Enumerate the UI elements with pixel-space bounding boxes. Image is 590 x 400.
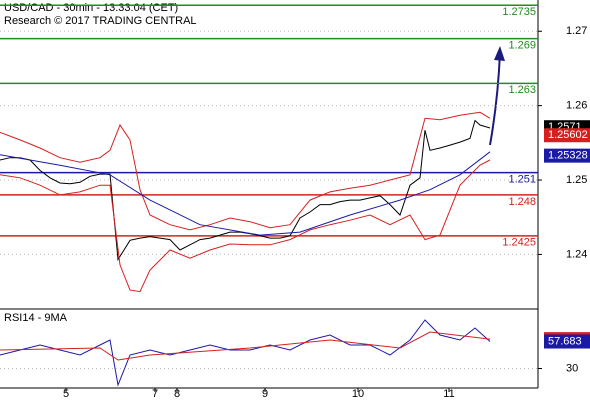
price-marker	[544, 128, 590, 143]
series-line	[0, 151, 491, 236]
x-tick-label: 7	[152, 388, 158, 400]
panel-title: RSI14 - 9MA	[4, 312, 68, 324]
forecast-arrow	[489, 51, 501, 146]
y-tick-label: 1.25	[566, 174, 587, 186]
y-tick-label: 1.27	[566, 25, 587, 37]
price-marker-label: 1.25602	[548, 129, 588, 141]
level-label: 1.2735	[502, 6, 536, 18]
chart-subtitle: Research © 2017 TRADING CENTRAL	[4, 15, 197, 27]
x-tick-label: 11	[443, 388, 454, 400]
y-tick-label: 30	[566, 362, 578, 374]
x-tick-label: 10	[352, 388, 364, 400]
price-marker-label: 57.683	[548, 335, 582, 347]
price-marker	[544, 334, 590, 349]
chart-title: USD/CAD - 30min - 13:33:04 (CET)	[4, 2, 178, 14]
level-label: 1.2425	[502, 237, 536, 249]
series-line	[0, 159, 491, 293]
level-label: 1.248	[508, 196, 536, 208]
forecast-arrow-head	[494, 46, 505, 61]
x-tick-label: 8	[174, 388, 180, 400]
x-tick-label: 5	[63, 388, 69, 400]
price-marker-label: 1.25328	[548, 150, 588, 162]
x-tick-label: 9	[262, 388, 268, 400]
series-line	[0, 331, 491, 361]
series-line	[0, 111, 491, 231]
series-line	[0, 319, 491, 387]
y-tick-label: 1.24	[566, 248, 587, 260]
level-label: 1.251	[508, 174, 536, 186]
level-label: 1.263	[508, 84, 536, 96]
price-marker	[544, 148, 590, 163]
level-label: 1.269	[508, 40, 536, 52]
y-tick-label: 1.26	[566, 100, 587, 112]
